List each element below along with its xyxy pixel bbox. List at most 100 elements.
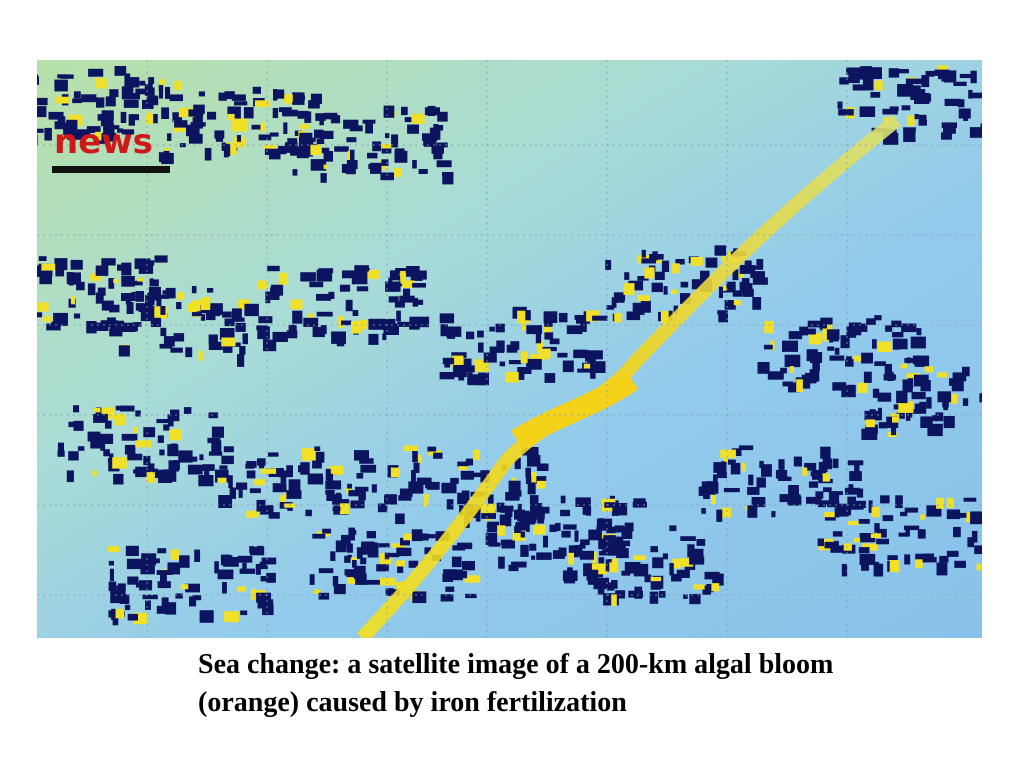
cloud-pixel xyxy=(891,320,902,328)
cloud-pixel xyxy=(980,123,982,130)
cloud-pixel xyxy=(936,562,948,576)
cloud-pixel xyxy=(580,323,587,332)
cloud-pixel xyxy=(429,127,440,135)
cloud-pixel xyxy=(580,539,590,546)
cloud-pixel xyxy=(347,543,353,553)
cloud-pixel xyxy=(272,108,279,119)
cloud-pixel xyxy=(560,495,566,504)
cloud-pixel xyxy=(267,452,279,457)
cloud-pixel xyxy=(256,545,264,556)
cloud-pixel xyxy=(916,328,922,336)
cloud-pixel xyxy=(330,115,341,124)
cloud-pixel xyxy=(172,112,183,123)
cloud-pixel xyxy=(926,397,932,409)
cloud-pixel xyxy=(897,401,914,413)
cloud-pixel xyxy=(125,545,139,556)
cloud-pixel xyxy=(341,320,352,326)
cloud-pixel xyxy=(817,538,824,547)
cloud-pixel xyxy=(895,495,903,509)
cloud-pixel xyxy=(176,302,182,310)
cloud-pixel xyxy=(273,89,278,101)
cloud-pixel xyxy=(579,550,594,560)
cloud-pixel xyxy=(882,108,898,115)
cloud-pixel xyxy=(60,74,74,79)
cloud-pixel xyxy=(403,533,412,541)
cloud-pixel xyxy=(441,482,457,494)
cloud-pixel xyxy=(537,516,545,524)
cloud-pixel xyxy=(937,372,948,378)
cloud-pixel xyxy=(348,490,364,497)
cloud-pixel xyxy=(544,325,552,338)
cloud-pixel xyxy=(262,600,273,607)
cloud-pixel xyxy=(400,271,406,284)
cloud-pixel xyxy=(398,495,412,501)
cloud-pixel xyxy=(189,596,197,607)
cloud-pixel xyxy=(683,594,688,599)
cloud-pixel xyxy=(77,446,85,451)
cloud-pixel xyxy=(763,344,773,350)
cloud-pixel xyxy=(124,73,131,87)
cloud-pixel xyxy=(68,421,74,428)
cloud-pixel xyxy=(637,276,649,281)
cloud-pixel xyxy=(126,302,134,314)
cloud-pixel xyxy=(105,420,112,429)
cloud-pixel xyxy=(219,328,235,340)
cloud-pixel xyxy=(146,95,159,106)
cloud-pixel xyxy=(381,159,389,166)
caption-line: (orange) caused by iron fertilization xyxy=(198,687,627,718)
cloud-pixel xyxy=(698,486,707,496)
cloud-pixel xyxy=(473,472,489,478)
cloud-pixel xyxy=(152,114,158,124)
cloud-pixel xyxy=(478,342,484,353)
cloud-pixel xyxy=(237,354,245,367)
cloud-pixel xyxy=(249,546,255,554)
cloud-pixel xyxy=(723,454,728,465)
cloud-pixel xyxy=(348,527,355,541)
cloud-pixel xyxy=(245,463,255,469)
cloud-pixel xyxy=(211,426,224,438)
cloud-pixel xyxy=(935,412,944,422)
cloud-pixel xyxy=(586,569,599,581)
cloud-pixel xyxy=(898,532,910,537)
cloud-pixel xyxy=(217,569,234,580)
cloud-pixel xyxy=(322,528,332,534)
cloud-pixel xyxy=(411,113,425,124)
cloud-pixel xyxy=(587,351,596,363)
cloud-pixel xyxy=(680,558,694,567)
cloud-pixel xyxy=(121,86,134,100)
cloud-pixel xyxy=(732,290,743,297)
cloud-pixel xyxy=(460,365,475,373)
cloud-pixel xyxy=(508,480,521,493)
cloud-pixel xyxy=(934,69,950,76)
cloud-pixel xyxy=(874,80,883,91)
cloud-pixel xyxy=(400,537,410,546)
cloud-pixel xyxy=(738,445,754,451)
cloud-pixel xyxy=(288,479,301,492)
cloud-pixel xyxy=(885,325,893,332)
cloud-pixel xyxy=(649,591,659,604)
cloud-pixel xyxy=(637,295,650,302)
cloud-pixel xyxy=(841,563,848,577)
cloud-pixel xyxy=(283,122,288,134)
cloud-pixel xyxy=(877,392,892,402)
cloud-pixel xyxy=(932,415,939,422)
cloud-pixel xyxy=(558,312,568,323)
cloud-pixel xyxy=(606,305,615,310)
cloud-pixel xyxy=(440,324,448,337)
cloud-pixel xyxy=(874,523,880,533)
cloud-pixel xyxy=(946,550,959,557)
cloud-pixel xyxy=(115,405,128,411)
cloud-pixel xyxy=(436,160,452,168)
cloud-pixel xyxy=(913,374,929,387)
cloud-pixel xyxy=(198,475,214,487)
cloud-pixel xyxy=(161,152,174,165)
cloud-pixel xyxy=(500,505,507,513)
cloud-pixel xyxy=(717,310,728,315)
cloud-pixel xyxy=(109,568,114,582)
cloud-pixel xyxy=(614,525,624,533)
cloud-pixel xyxy=(712,573,724,586)
cloud-pixel xyxy=(113,473,124,485)
cloud-pixel xyxy=(103,449,110,457)
cloud-pixel xyxy=(97,133,108,144)
cloud-pixel xyxy=(319,117,324,126)
